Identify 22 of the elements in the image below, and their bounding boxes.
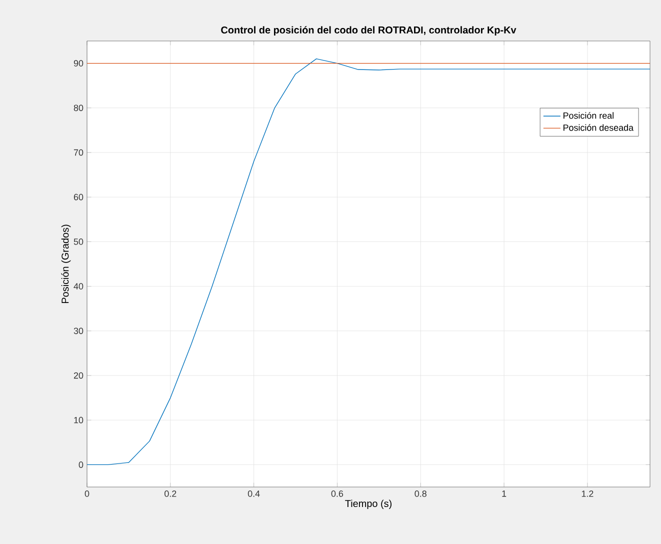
y-tick-label: 80 — [74, 104, 84, 112]
y-tick-label: 10 — [74, 416, 84, 424]
x-axis-title: Tiempo (s) — [345, 500, 392, 510]
x-tick-label: 0.8 — [414, 490, 426, 497]
x-tick-label: 1.2 — [582, 490, 594, 497]
y-tick-label: 70 — [74, 149, 84, 156]
y-tick-label: 40 — [74, 283, 84, 290]
legend-label: Posición real — [564, 112, 614, 119]
y-tick-label: 30 — [74, 328, 84, 334]
y-axis-title: Posición (Grados) — [61, 224, 71, 304]
y-tick-label: 20 — [74, 372, 84, 379]
x-tick-label: 1 — [502, 490, 506, 497]
legend-label: Posición deseada — [564, 124, 634, 131]
chart-title: Control de posición del codo del ROTRADI, controlador Kp-Kv — [221, 26, 516, 36]
y-tick-label: 60 — [74, 194, 84, 200]
x-tick-label: 0.4 — [248, 490, 260, 497]
y-tick-label: 90 — [74, 60, 84, 66]
y-tick-label: 50 — [74, 238, 84, 245]
x-tick-label: 0 — [84, 490, 90, 497]
x-tick-label: 0.2 — [164, 490, 176, 497]
x-tick-label: 0.6 — [331, 490, 344, 497]
y-tick-label: 0 — [78, 462, 84, 468]
